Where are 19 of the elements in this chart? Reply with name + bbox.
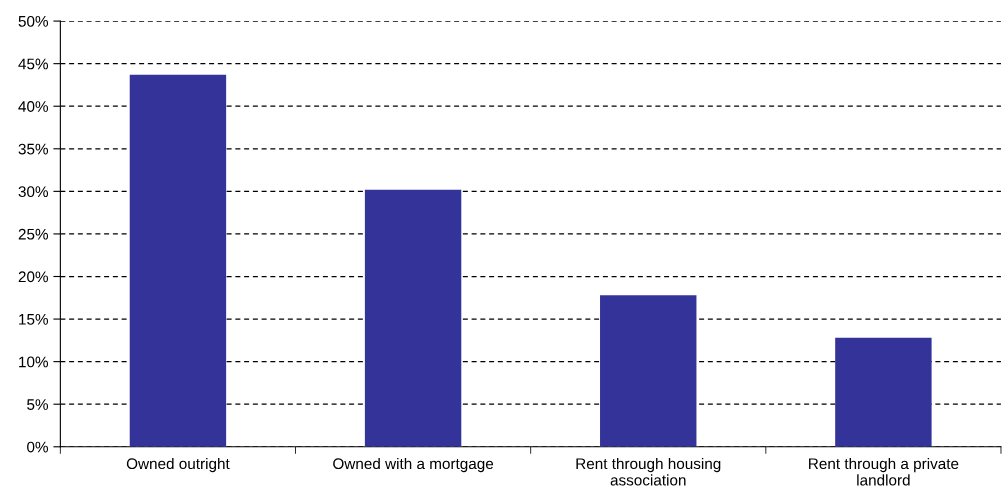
y-tick-label: 0% xyxy=(27,441,49,453)
bar xyxy=(129,74,227,447)
y-tick-label: 20% xyxy=(18,271,49,283)
y-tick-label: 30% xyxy=(18,186,49,198)
bar xyxy=(600,295,697,447)
y-tick-label: 45% xyxy=(18,58,49,70)
y-tick-label: 15% xyxy=(19,314,49,325)
y-tick-label: 5% xyxy=(27,399,49,410)
x-tick-label: Rent through a private landlord xyxy=(809,457,959,486)
y-tick-label: 50% xyxy=(18,15,49,27)
y-tick-label: 25% xyxy=(18,228,49,240)
y-tick-label: 10% xyxy=(19,356,49,368)
x-tick-label: Owned with a mortgage xyxy=(333,457,494,473)
bar xyxy=(835,337,932,447)
y-tick-label: 40% xyxy=(18,101,49,112)
x-tick-label: Owned outright xyxy=(126,457,230,473)
bar xyxy=(364,189,462,447)
x-tick-label: Rent through housing association xyxy=(576,457,721,486)
y-tick-label: 35% xyxy=(18,143,49,155)
